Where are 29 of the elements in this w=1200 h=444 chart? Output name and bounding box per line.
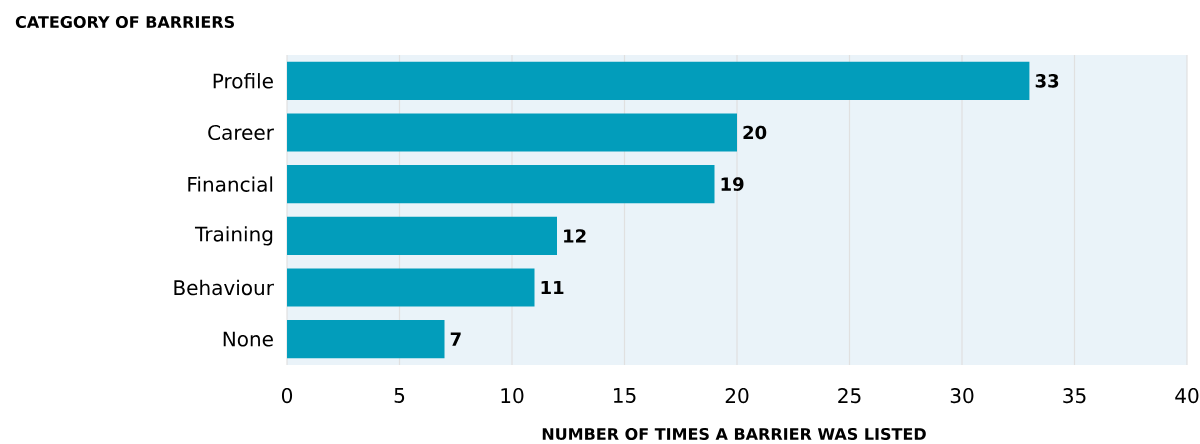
y-axis-title: CATEGORY OF BARRIERS	[15, 15, 234, 29]
bar	[287, 113, 738, 152]
data-label: 19	[721, 177, 744, 191]
x-tick-label: 30	[950, 388, 974, 404]
bar	[287, 165, 715, 204]
y-tick-label: Behaviour	[174, 279, 274, 296]
x-tick-label: 10	[501, 388, 524, 404]
x-tick-label: 25	[838, 388, 861, 404]
data-label: 12	[564, 229, 586, 243]
bar	[287, 61, 1030, 100]
y-tick-label: Training	[194, 226, 273, 246]
data-label: 11	[541, 280, 564, 295]
bar	[287, 216, 557, 255]
y-tick-label: None	[223, 331, 273, 347]
data-label: 20	[743, 125, 767, 140]
y-tick-label: Profile	[213, 73, 273, 89]
bar	[287, 268, 535, 307]
y-tick-label: Career	[208, 124, 274, 141]
x-tick-label: 20	[725, 388, 749, 404]
x-axis-title: NUMBER OF TIMES A BARRIER WAS LISTED	[542, 427, 926, 441]
x-tick-label: 5	[394, 388, 405, 403]
x-tick-label: 0	[281, 388, 293, 404]
x-tick-label: 35	[1063, 388, 1086, 404]
data-label: 33	[1035, 74, 1059, 88]
data-label: 7	[450, 332, 461, 346]
x-tick-label: 15	[613, 388, 636, 403]
bar	[287, 320, 445, 359]
x-tick-label: 40	[1175, 388, 1199, 404]
y-tick-label: Financial	[188, 176, 273, 192]
